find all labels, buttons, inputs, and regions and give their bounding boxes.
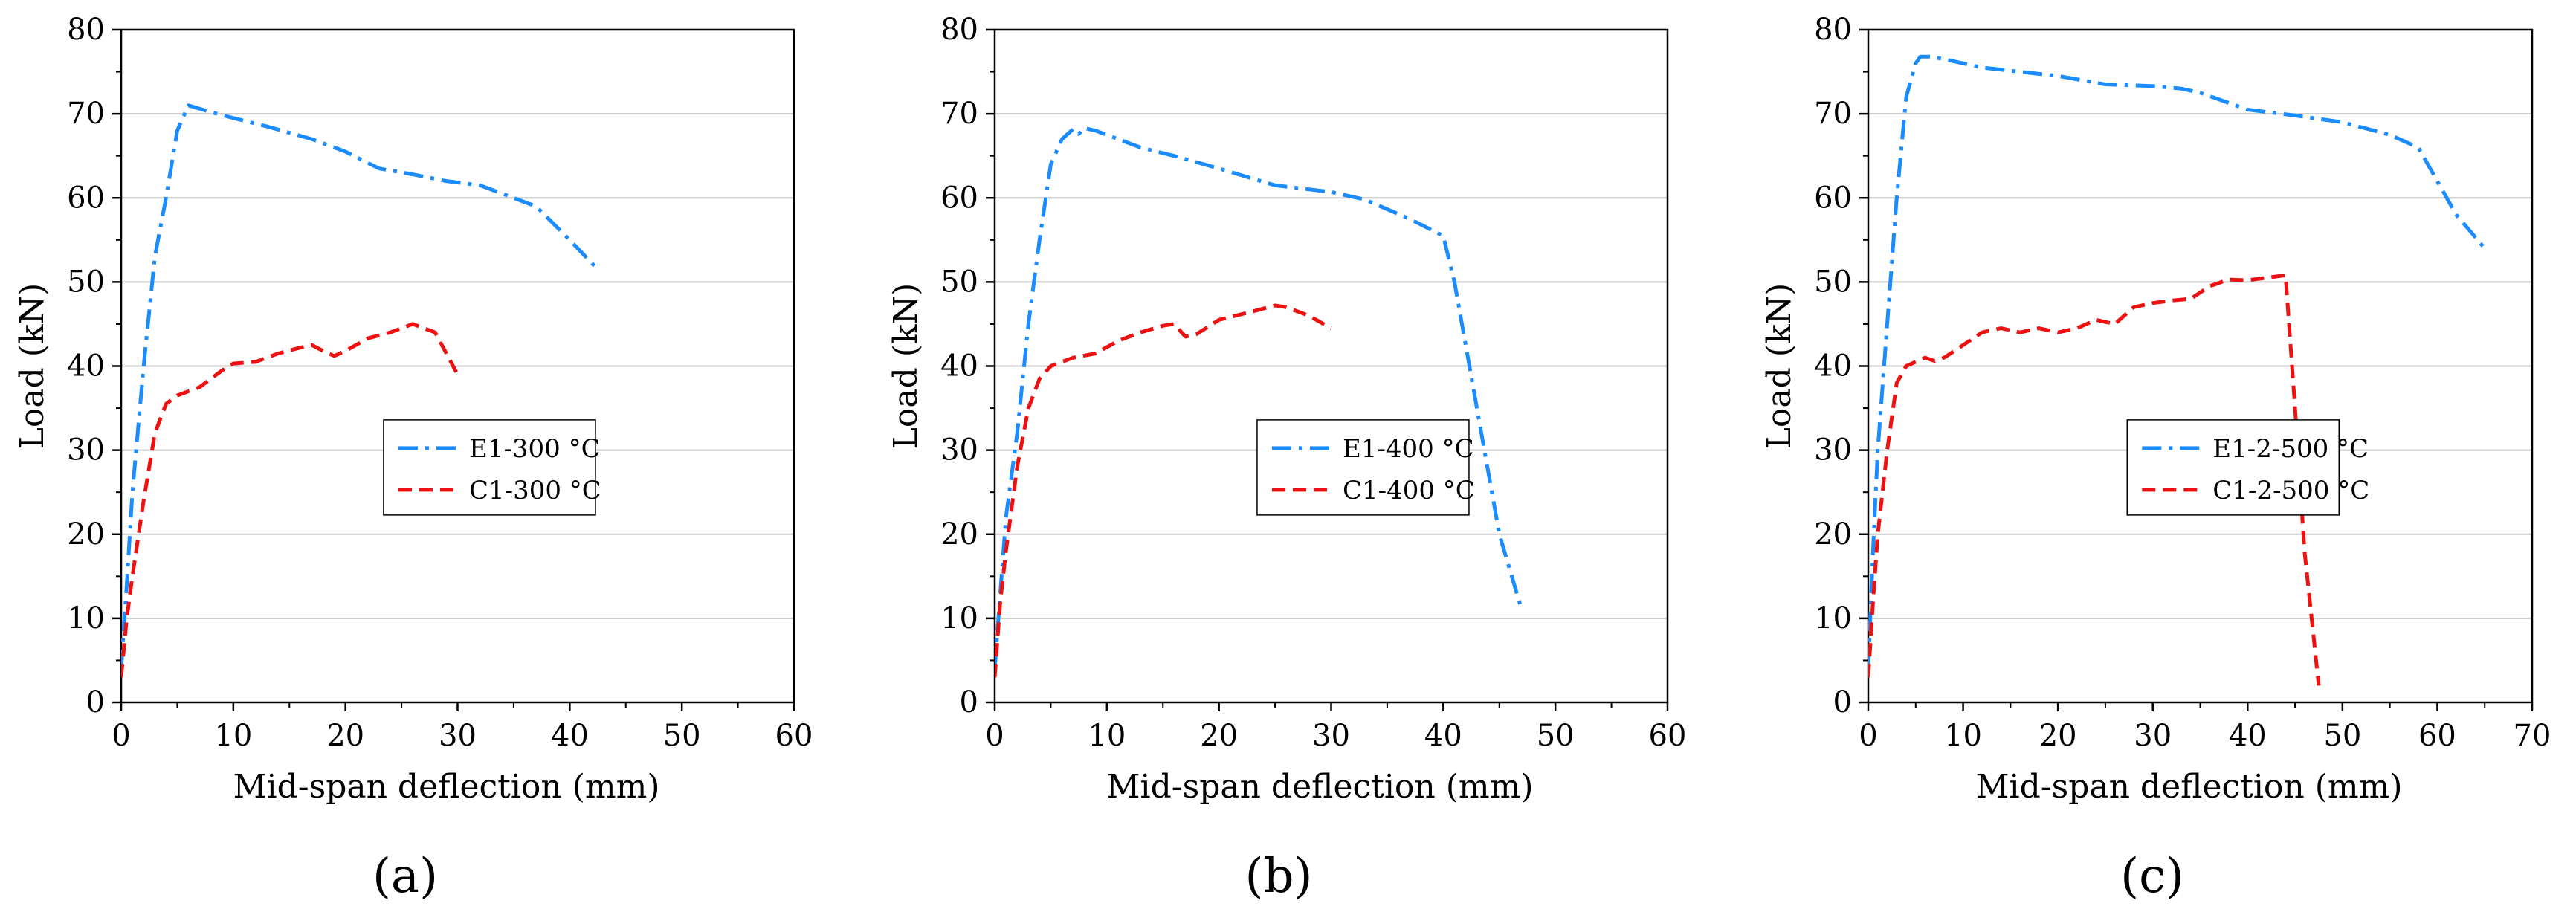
y-tick-label: 30 (67, 433, 105, 468)
y-tick-label: 60 (67, 181, 105, 215)
x-tick-label: 50 (663, 719, 701, 753)
y-tick-label: 20 (67, 517, 105, 552)
legend-box (383, 419, 596, 516)
legend-label: E1-2-500 °C (2212, 434, 2369, 464)
y-tick-label: 30 (1814, 433, 1852, 468)
panel-a: 0 10 20 30 40 50 60 70 80 0 10 20 30 40 50 60 Mid-span d… (13, 13, 813, 904)
y-tick-label: 80 (940, 13, 978, 47)
x-axis-title: Mid-span deflection (mm) (1106, 768, 1533, 806)
y-axis-title: Load (kN) (13, 283, 51, 450)
panel-c: 0 10 20 30 40 50 60 70 80 0 10 20 30 40 50 60 70 Mid-span… (1760, 13, 2551, 904)
series-line-c (1868, 273, 2321, 686)
y-tick-label: 0 (86, 685, 105, 720)
y-tick-label: 10 (1814, 601, 1852, 636)
legend-label: E1-400 °C (1343, 434, 1474, 464)
x-tick-label: 70 (2514, 719, 2551, 753)
legend-label: E1-300 °C (469, 434, 601, 464)
y-axis-title: Load (kN) (1760, 283, 1798, 450)
y-tick-label: 50 (67, 265, 105, 299)
legend-label: C1-2-500 °C (2212, 476, 2369, 505)
y-tick-label: 40 (1814, 349, 1852, 384)
panel-b: 0 10 20 30 40 50 60 70 80 0 10 20 30 40 50 60 Mid-span d… (887, 13, 1686, 904)
y-tick-label: 70 (67, 97, 105, 131)
y-tick-label: 20 (940, 517, 978, 552)
x-tick-label: 60 (2418, 719, 2456, 753)
x-axis-title: Mid-span deflection (mm) (233, 768, 659, 806)
x-tick-label: 0 (112, 719, 130, 753)
x-tick-label: 0 (1859, 719, 1877, 753)
y-tick-label: 70 (940, 97, 978, 131)
y-tick-label: 80 (1814, 13, 1852, 47)
panel-label: (c) (2120, 849, 2184, 904)
x-tick-label: 10 (1088, 719, 1126, 753)
y-tick-label: 60 (940, 181, 978, 215)
x-tick-label: 40 (2229, 719, 2267, 753)
series-line-e (121, 103, 599, 669)
x-tick-label: 20 (2039, 719, 2077, 753)
y-tick-label: 0 (1833, 685, 1852, 720)
y-tick-label: 80 (67, 13, 105, 47)
y-tick-label: 70 (1814, 97, 1852, 131)
series-line-e (995, 126, 1524, 669)
series-line-c (995, 303, 1332, 678)
x-tick-label: 10 (1944, 719, 1982, 753)
x-tick-label: 60 (1649, 719, 1687, 753)
y-tick-label: 10 (940, 601, 978, 636)
x-tick-label: 30 (439, 719, 477, 753)
y-tick-label: 50 (1814, 265, 1852, 299)
series-line-c (121, 322, 459, 678)
y-tick-label: 50 (940, 265, 978, 299)
x-tick-label: 30 (2134, 719, 2172, 753)
x-tick-label: 10 (214, 719, 252, 753)
x-tick-label: 20 (1200, 719, 1238, 753)
y-tick-label: 0 (960, 685, 978, 720)
y-tick-label: 40 (67, 349, 105, 384)
panel-label: (b) (1245, 849, 1313, 904)
x-tick-label: 0 (985, 719, 1004, 753)
x-tick-label: 40 (1424, 719, 1462, 753)
y-tick-label: 10 (67, 601, 105, 636)
panel-label: (a) (372, 849, 438, 904)
legend-label: C1-300 °C (469, 476, 601, 505)
x-tick-label: 30 (1312, 719, 1350, 753)
y-axis-title: Load (kN) (887, 283, 925, 450)
x-axis-title: Mid-span deflection (mm) (1975, 768, 2402, 806)
legend-label: C1-400 °C (1343, 476, 1475, 505)
x-tick-label: 50 (2323, 719, 2361, 753)
legend-box (2126, 419, 2340, 516)
y-tick-label: 60 (1814, 181, 1852, 215)
y-tick-label: 30 (940, 433, 978, 468)
x-tick-label: 40 (551, 719, 589, 753)
x-tick-label: 50 (1537, 719, 1575, 753)
x-tick-label: 60 (775, 719, 813, 753)
legend-box (1256, 419, 1470, 516)
x-tick-label: 20 (326, 719, 364, 753)
y-tick-label: 40 (940, 349, 978, 384)
series-line-e (1868, 54, 2487, 669)
y-tick-label: 20 (1814, 517, 1852, 552)
